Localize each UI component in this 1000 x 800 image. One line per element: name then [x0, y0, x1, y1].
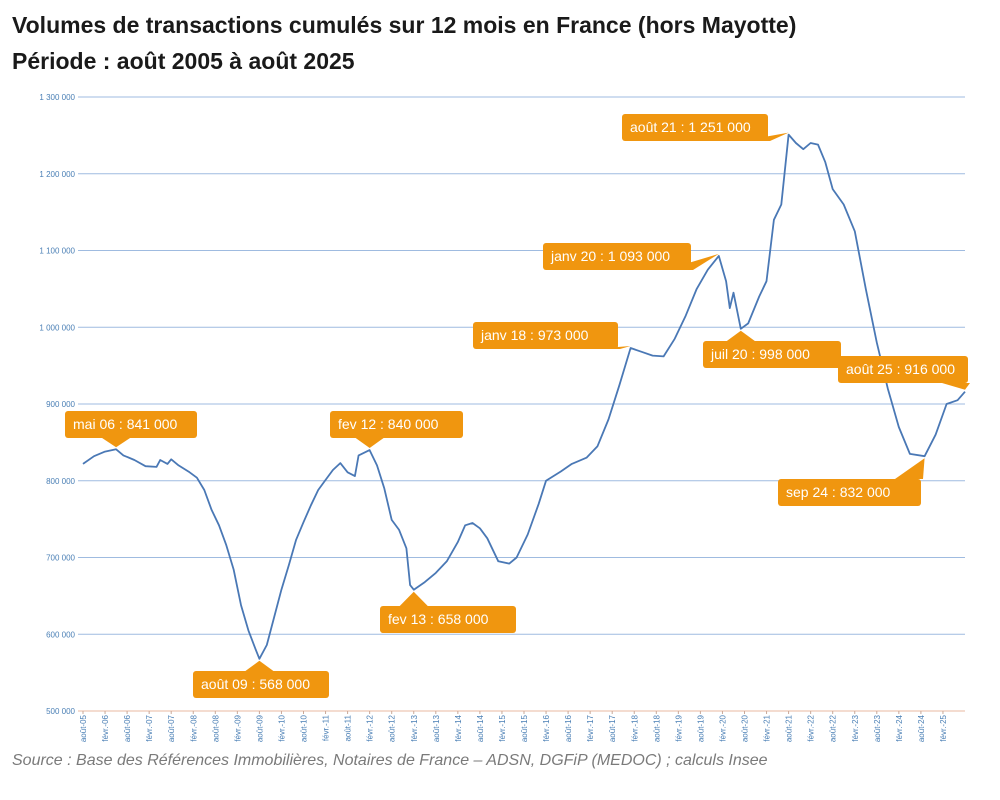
x-tick-label: févr.-10: [277, 714, 286, 741]
x-tick-label: août-07: [167, 714, 176, 742]
x-tick-label: févr.-08: [189, 714, 198, 741]
x-tick-label: août-22: [829, 714, 838, 742]
x-tick-label: févr.-13: [410, 714, 419, 741]
chart-subtitle: Période : août 2005 à août 2025: [12, 48, 355, 74]
annotation-pointer: [942, 383, 970, 390]
annotation-box: [838, 356, 968, 383]
y-tick-label: 700 000: [46, 554, 75, 563]
x-tick-label: août-13: [432, 714, 441, 742]
x-tick-label: août-18: [652, 714, 661, 742]
x-tick-label: févr.-20: [718, 714, 727, 741]
x-tick-label: févr.-09: [233, 714, 242, 741]
annotation-box: [65, 411, 197, 438]
annotation-label: fev 13 : 658 000: [388, 611, 489, 627]
y-tick-label: 1 300 000: [39, 93, 75, 102]
annotation-box: [622, 114, 768, 141]
annotation-box: [330, 411, 463, 438]
x-tick-label: août-16: [564, 714, 573, 742]
x-tick-label: août-08: [211, 714, 220, 742]
annotation-pointer: [355, 438, 384, 449]
x-tick-label: févr.-21: [763, 714, 772, 741]
annotation-box: [193, 671, 329, 698]
x-tick-label: août-19: [696, 714, 705, 742]
annotation-label: juil 20 : 998 000: [710, 346, 810, 362]
x-tick-label: août-15: [520, 714, 529, 742]
annotation-pointer: [102, 438, 131, 448]
x-tick-label: août-23: [873, 714, 882, 742]
y-tick-label: 900 000: [46, 400, 75, 409]
annotation-pointer: [245, 660, 274, 671]
x-tick-label: févr.-23: [851, 714, 860, 741]
x-tick-label: août-17: [608, 714, 617, 742]
x-tick-label: févr.-24: [895, 714, 904, 741]
annotation-box: [473, 322, 618, 349]
annotation-label: janv 18 : 973 000: [480, 327, 589, 343]
annotation-label: sep 24 : 832 000: [786, 484, 891, 500]
x-tick-label: févr.-11: [322, 714, 331, 741]
x-tick-label: août-11: [344, 714, 353, 741]
y-tick-label: 1 000 000: [39, 323, 75, 332]
annotation-pointer: [895, 458, 925, 479]
annotation-pointer: [726, 330, 755, 341]
y-tick-label: 500 000: [46, 707, 75, 716]
annotation-pointer: [399, 591, 428, 606]
annotation-label: août 25 : 916 000: [846, 361, 955, 377]
x-tick-label: févr.-15: [498, 714, 507, 741]
x-tick-label: août-09: [255, 714, 264, 742]
x-tick-label: févr.-25: [939, 714, 948, 741]
x-tick-label: févr.-17: [586, 714, 595, 741]
y-tick-label: 1 100 000: [39, 247, 75, 256]
annotation-label: janv 20 : 1 093 000: [550, 248, 670, 264]
annotation-label: août 21 : 1 251 000: [630, 119, 751, 135]
x-tick-label: févr.-18: [630, 714, 639, 741]
annotation-box: [778, 479, 921, 506]
annotation-label: août 09 : 568 000: [201, 676, 310, 692]
annotation-label: fev 12 : 840 000: [338, 416, 439, 432]
x-tick-label: août-20: [741, 714, 750, 742]
annotation-box: [380, 606, 516, 633]
x-tick-label: févr.-12: [366, 714, 375, 741]
y-tick-label: 600 000: [46, 630, 75, 639]
x-tick-label: août-12: [388, 714, 397, 742]
annotation-box: [543, 243, 691, 270]
x-tick-label: févr.-14: [454, 714, 463, 741]
chart-title: Volumes de transactions cumulés sur 12 m…: [12, 12, 797, 38]
x-tick-label: août-06: [123, 714, 132, 742]
x-tick-label: févr.-06: [101, 714, 110, 741]
x-tick-label: févr.-19: [674, 714, 683, 741]
x-tick-label: août-24: [917, 714, 926, 742]
y-tick-label: 1 200 000: [39, 170, 75, 179]
data-line: [82, 133, 966, 660]
x-tick-label: août-10: [300, 714, 309, 742]
x-tick-label: août-14: [476, 714, 485, 742]
y-tick-label: 800 000: [46, 477, 75, 486]
x-tick-label: août-05: [79, 714, 88, 742]
x-tick-label: févr.-22: [807, 714, 816, 741]
annotation-box: [703, 341, 841, 368]
x-tick-label: août-21: [785, 714, 794, 742]
x-tick-label: févr.-07: [145, 714, 154, 741]
source-note: Source : Base des Références Immobilière…: [12, 752, 768, 769]
x-tick-label: févr.-16: [542, 714, 551, 741]
annotation-label: mai 06 : 841 000: [73, 416, 178, 432]
